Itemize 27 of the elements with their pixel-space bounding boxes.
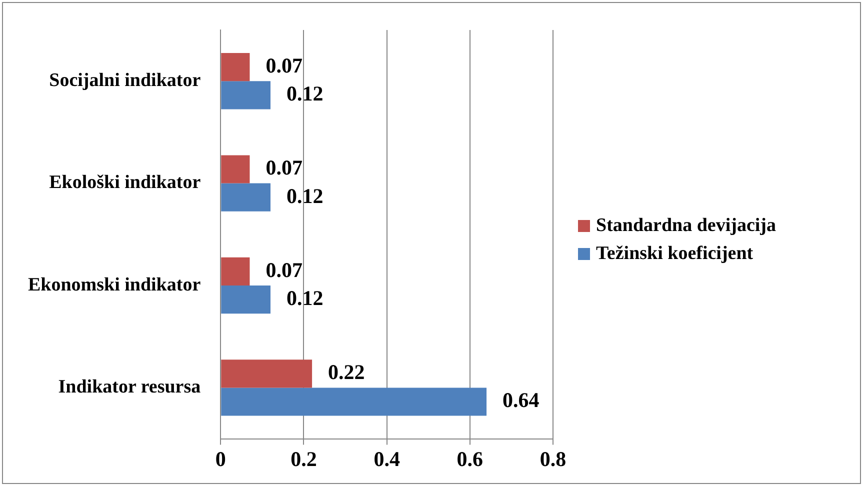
data-label: 0.22 (328, 360, 365, 384)
bar (221, 81, 270, 110)
data-label: 0.12 (286, 184, 324, 208)
bar (221, 155, 250, 184)
bar (221, 257, 250, 286)
data-label: 0.07 (266, 53, 302, 78)
y-tick-label: Ekološki indikator (49, 172, 202, 194)
data-label: 0.64 (502, 388, 540, 412)
legend-label: Težinski koeficijent (596, 242, 754, 266)
y-tick-label: Ekonomski indikator (28, 274, 202, 296)
x-tick-label: 0.2 (290, 446, 317, 471)
bar (221, 286, 270, 314)
bar (221, 388, 487, 416)
data-label: 0.12 (286, 82, 324, 106)
x-tick-label: 0.4 (374, 446, 400, 471)
x-tick-label: 0 (215, 446, 226, 471)
bar (221, 52, 250, 82)
bar (221, 360, 312, 388)
bar (221, 183, 270, 212)
legend-label: Standardna devijacija (596, 214, 776, 238)
data-label: 0.07 (266, 258, 302, 282)
y-tick-label: Indikator resursa (58, 376, 202, 398)
y-tick-label: Socijalni indikator (49, 70, 202, 92)
data-label: 0.12 (286, 286, 324, 310)
data-label: 0.07 (266, 156, 302, 180)
x-tick-label: 0.6 (456, 446, 484, 471)
x-tick-label: 0.8 (540, 446, 566, 471)
